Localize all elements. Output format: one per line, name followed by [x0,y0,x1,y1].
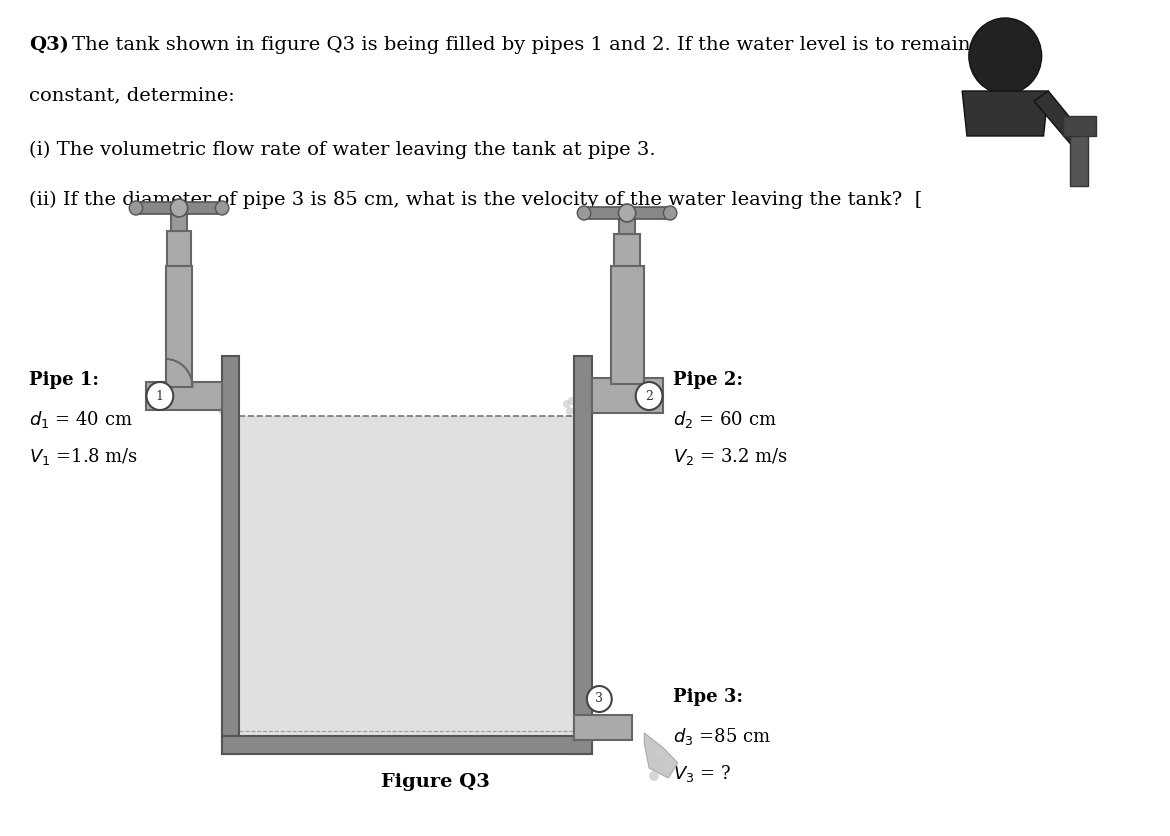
Text: $d_1$ = 40 cm: $d_1$ = 40 cm [29,409,132,430]
Text: (ii) If the diameter of pipe 3 is 85 cm, what is the velocity of the water leavi: (ii) If the diameter of pipe 3 is 85 cm,… [29,191,922,209]
Circle shape [576,402,583,410]
Text: $V_2$ = 3.2 m/s: $V_2$ = 3.2 m/s [673,446,787,467]
Circle shape [663,761,673,771]
Bar [619,216,635,234]
Bar [1062,116,1096,136]
Bar [1071,131,1088,186]
Circle shape [573,404,581,412]
Circle shape [567,397,576,405]
Circle shape [230,404,239,412]
Text: (i) The volumetric flow rate of water leaving the tank at pipe 3.: (i) The volumetric flow rate of water le… [29,141,655,159]
Circle shape [563,400,571,408]
Bar [222,736,592,754]
Bar [611,266,645,384]
Circle shape [171,199,187,217]
Text: Pipe 3:: Pipe 3: [673,688,743,706]
Circle shape [969,18,1041,94]
Circle shape [566,407,573,415]
Circle shape [228,402,235,410]
Text: Q3): Q3) [29,36,69,54]
Text: $V_3$ = ?: $V_3$ = ? [673,763,731,784]
Text: $V_1$ =1.8 m/s: $V_1$ =1.8 m/s [29,446,137,467]
Polygon shape [1034,91,1087,146]
Circle shape [654,748,663,758]
Bar [166,266,192,387]
Text: The tank shown in figure Q3 is being filled by pipes 1 and 2. If the water level: The tank shown in figure Q3 is being fil… [71,36,970,54]
Circle shape [219,407,226,415]
Circle shape [223,392,230,400]
Text: 3: 3 [596,692,604,706]
Bar [614,234,640,266]
Bar [574,356,592,754]
Bar [136,202,222,214]
Circle shape [619,204,635,222]
Circle shape [146,382,173,410]
Circle shape [663,206,677,220]
Circle shape [215,397,223,405]
Bar [145,382,222,410]
Bar [584,207,670,219]
Text: Figure Q3: Figure Q3 [381,773,490,791]
Circle shape [635,382,662,410]
Text: $d_3$ =85 cm: $d_3$ =85 cm [673,726,771,747]
Bar [171,211,187,231]
Circle shape [577,206,591,220]
Text: 2: 2 [645,390,653,402]
Bar [592,378,663,413]
Text: Pipe 1:: Pipe 1: [29,371,98,389]
Text: $d_2$ = 60 cm: $d_2$ = 60 cm [673,409,777,430]
Text: constant, determine:: constant, determine: [29,86,234,104]
Circle shape [129,201,143,215]
Circle shape [587,686,612,712]
Bar [574,715,632,740]
Circle shape [649,771,659,781]
Circle shape [215,201,229,215]
Bar [240,416,574,736]
Text: Pipe 2:: Pipe 2: [673,371,743,389]
Polygon shape [962,91,1048,136]
Text: 1: 1 [156,390,164,402]
Bar [166,231,192,266]
Bar [222,356,240,754]
Polygon shape [645,733,677,778]
